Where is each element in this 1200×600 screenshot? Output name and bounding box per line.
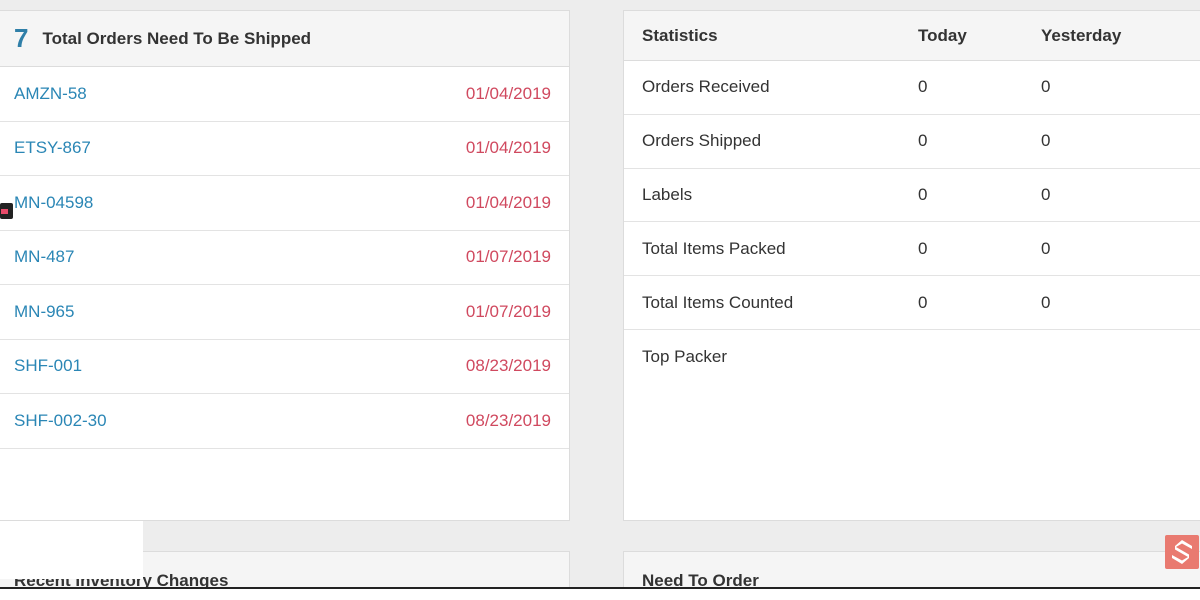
- order-row[interactable]: SHF-001 08/23/2019: [0, 340, 569, 394]
- stat-yesterday-value: 0: [1041, 292, 1051, 312]
- statistics-panel: Statistics Today Yesterday Orders Receiv…: [623, 10, 1200, 521]
- order-id-link[interactable]: SHF-001: [14, 356, 83, 376]
- order-date: 01/07/2019: [465, 247, 551, 267]
- stats-row-total-items-counted: Total Items Counted 0 0: [624, 276, 1200, 330]
- stat-label: Total Items Packed: [642, 238, 786, 258]
- stat-today-value: 0: [918, 77, 928, 97]
- stat-label: Top Packer: [642, 346, 728, 366]
- video-overlay: [0, 521, 143, 579]
- stats-row-top-packer: Top Packer: [624, 330, 1200, 384]
- orders-panel-title: Total Orders Need To Be Shipped: [42, 28, 312, 48]
- order-id-link[interactable]: MN-965: [14, 301, 75, 321]
- stat-yesterday-value: 0: [1041, 184, 1051, 204]
- order-id-link[interactable]: AMZN-58: [14, 83, 87, 103]
- stats-row-total-items-packed: Total Items Packed 0 0: [624, 222, 1200, 277]
- order-date: 08/23/2019: [465, 356, 551, 376]
- statistics-column-header: Statistics: [642, 25, 718, 45]
- recording-marker-icon: [0, 203, 13, 219]
- order-date: 01/04/2019: [465, 83, 551, 103]
- orders-to-ship-panel: 7 Total Orders Need To Be Shipped AMZN-5…: [0, 10, 570, 521]
- order-id-link[interactable]: SHF-002-30: [14, 410, 107, 430]
- order-date: 01/04/2019: [465, 192, 551, 212]
- order-date: 01/04/2019: [465, 138, 551, 158]
- bottom-divider: [0, 587, 1200, 589]
- order-row[interactable]: MN-487 01/07/2019: [0, 231, 569, 285]
- stat-today-value: 0: [918, 292, 928, 312]
- stat-label: Total Items Counted: [642, 292, 794, 312]
- stat-label: Orders Shipped: [642, 131, 762, 151]
- order-row[interactable]: AMZN-58 01/04/2019: [0, 67, 569, 122]
- stat-label: Orders Received: [642, 77, 770, 97]
- stats-row-orders-shipped: Orders Shipped 0 0: [624, 115, 1200, 169]
- stats-row-orders-received: Orders Received 0 0: [624, 61, 1200, 115]
- stat-label: Labels: [642, 184, 693, 204]
- order-date: 01/07/2019: [465, 301, 551, 321]
- bottom-strip: [0, 589, 1200, 600]
- orders-panel-header: 7 Total Orders Need To Be Shipped: [0, 11, 569, 67]
- order-id-link[interactable]: ETSY-867: [14, 138, 91, 158]
- order-id-link[interactable]: MN-04598: [14, 192, 94, 212]
- order-row[interactable]: SHF-002-30 08/23/2019: [0, 394, 569, 449]
- stat-today-value: 0: [918, 184, 928, 204]
- statistics-header-row: Statistics Today Yesterday: [624, 11, 1200, 61]
- orders-count: 7: [14, 23, 29, 53]
- today-column-header: Today: [918, 25, 967, 45]
- need-to-order-title: Need To Order: [642, 571, 759, 590]
- order-row[interactable]: MN-965 01/07/2019: [0, 285, 569, 340]
- order-row[interactable]: MN-04598 01/04/2019: [0, 176, 569, 231]
- order-date: 08/23/2019: [465, 410, 551, 430]
- order-row[interactable]: ETSY-867 01/04/2019: [0, 122, 569, 176]
- stat-yesterday-value: 0: [1041, 131, 1051, 151]
- brand-s-logo-icon: [1165, 535, 1199, 569]
- yesterday-column-header: Yesterday: [1041, 25, 1122, 45]
- stat-yesterday-value: 0: [1041, 77, 1051, 97]
- order-id-link[interactable]: MN-487: [14, 247, 75, 267]
- stats-row-labels: Labels 0 0: [624, 169, 1200, 223]
- stat-today-value: 0: [918, 131, 928, 151]
- stat-yesterday-value: 0: [1041, 238, 1051, 258]
- stat-today-value: 0: [918, 238, 928, 258]
